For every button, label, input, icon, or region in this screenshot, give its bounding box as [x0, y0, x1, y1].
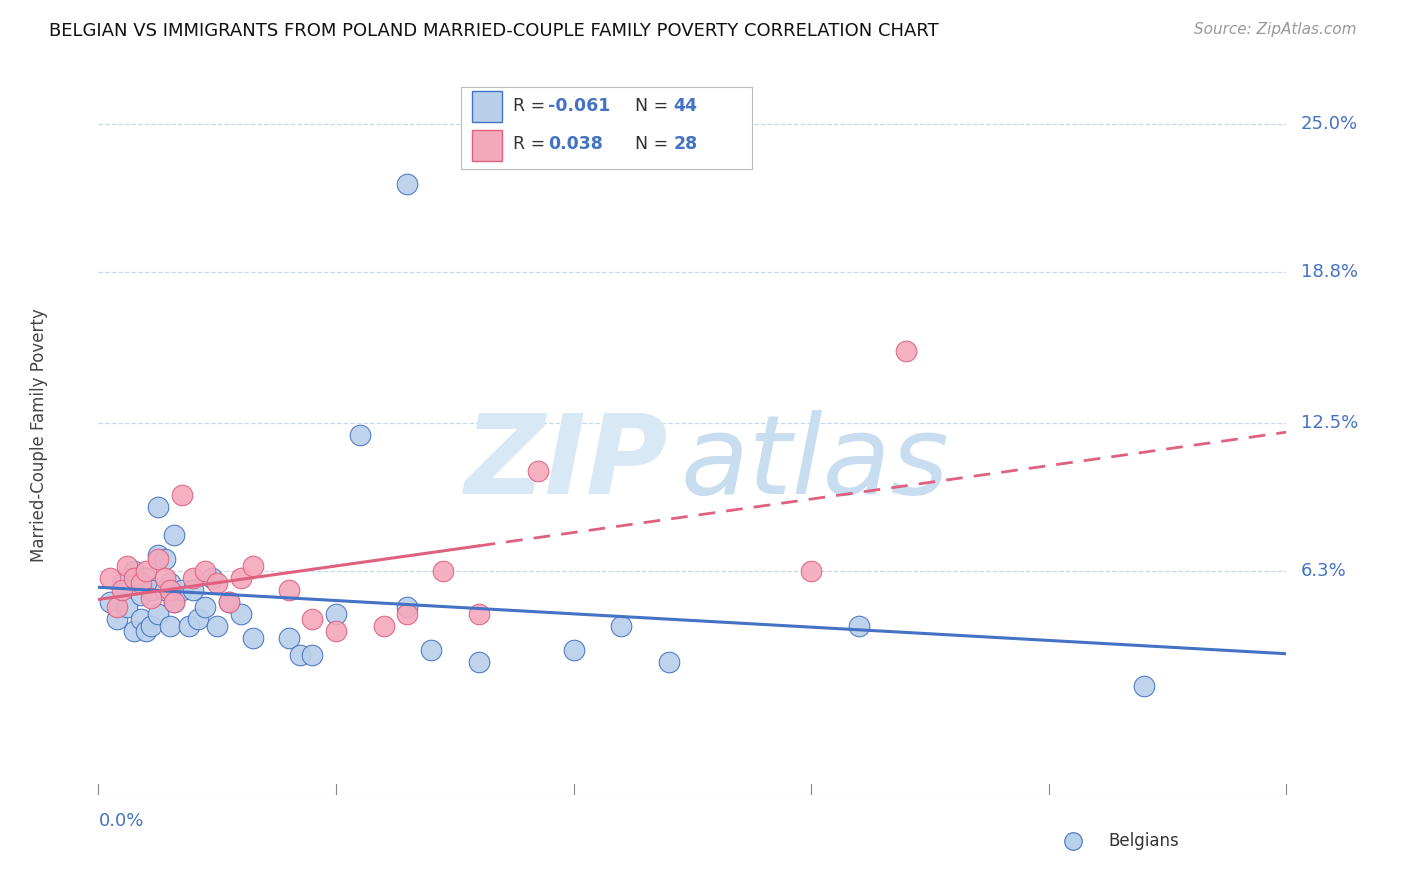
Point — [177, 619, 200, 633]
Point — [107, 600, 129, 615]
Point — [153, 571, 176, 585]
Point — [163, 595, 186, 609]
Text: 25.0%: 25.0% — [1301, 115, 1358, 133]
Point — [277, 632, 299, 646]
Point — [229, 607, 252, 622]
Point — [159, 583, 181, 598]
Point — [163, 528, 186, 542]
Point — [129, 576, 152, 591]
Point — [420, 643, 443, 657]
Point — [396, 177, 419, 191]
Point — [229, 571, 252, 585]
Point — [396, 607, 419, 622]
Point — [610, 619, 633, 633]
Point — [139, 591, 162, 605]
Point — [527, 464, 550, 478]
Point — [115, 600, 138, 615]
Point — [107, 612, 129, 626]
Point — [301, 648, 323, 662]
Point — [800, 564, 823, 578]
Text: 12.5%: 12.5% — [1301, 414, 1358, 432]
Point — [301, 612, 323, 626]
Point — [122, 624, 145, 639]
Point — [242, 632, 264, 646]
Point — [146, 607, 169, 622]
Point — [218, 595, 240, 609]
Point — [201, 571, 224, 585]
Point — [187, 612, 209, 626]
Point — [218, 595, 240, 609]
Point — [325, 624, 347, 639]
Point — [163, 595, 186, 609]
Point — [170, 488, 193, 502]
Point — [848, 619, 870, 633]
Text: 18.8%: 18.8% — [1301, 263, 1358, 281]
Point — [242, 559, 264, 574]
Point — [207, 576, 229, 591]
Point — [122, 571, 145, 585]
Point — [194, 600, 217, 615]
Point — [98, 595, 121, 609]
Point — [1062, 871, 1084, 885]
Text: 0.0%: 0.0% — [98, 812, 143, 830]
Point — [159, 576, 181, 591]
Point — [153, 583, 176, 598]
Point — [129, 612, 152, 626]
Point — [139, 583, 162, 598]
Point — [467, 607, 489, 622]
Point — [658, 655, 681, 669]
Point — [183, 571, 205, 585]
Point — [146, 500, 169, 514]
Point — [139, 619, 162, 633]
Point — [183, 583, 205, 598]
Point — [122, 564, 145, 578]
Point — [115, 559, 138, 574]
Point — [277, 583, 299, 598]
Point — [111, 576, 134, 591]
Text: 6.3%: 6.3% — [1301, 562, 1347, 581]
Point — [129, 588, 152, 602]
Point — [135, 564, 157, 578]
Text: Married-Couple Family Poverty: Married-Couple Family Poverty — [30, 308, 48, 562]
Point — [111, 583, 134, 598]
Point — [1133, 679, 1156, 693]
Point — [98, 571, 121, 585]
Point — [396, 600, 419, 615]
Point — [194, 564, 217, 578]
Text: atlas: atlas — [681, 410, 949, 517]
Point — [146, 548, 169, 562]
Point — [170, 583, 193, 598]
Point — [562, 643, 585, 657]
Text: BELGIAN VS IMMIGRANTS FROM POLAND MARRIED-COUPLE FAMILY POVERTY CORRELATION CHAR: BELGIAN VS IMMIGRANTS FROM POLAND MARRIE… — [49, 22, 939, 40]
Point — [896, 344, 918, 359]
Point — [290, 648, 312, 662]
Point — [159, 619, 181, 633]
Point — [467, 655, 489, 669]
Text: ZIP: ZIP — [465, 410, 669, 517]
Point — [153, 552, 176, 566]
Point — [135, 624, 157, 639]
Point — [325, 607, 347, 622]
Point — [146, 552, 169, 566]
Point — [135, 571, 157, 585]
Point — [349, 428, 371, 442]
Text: Belgians: Belgians — [1108, 831, 1180, 849]
Point — [373, 619, 395, 633]
Text: Source: ZipAtlas.com: Source: ZipAtlas.com — [1194, 22, 1357, 37]
Point — [207, 619, 229, 633]
Point — [432, 564, 454, 578]
